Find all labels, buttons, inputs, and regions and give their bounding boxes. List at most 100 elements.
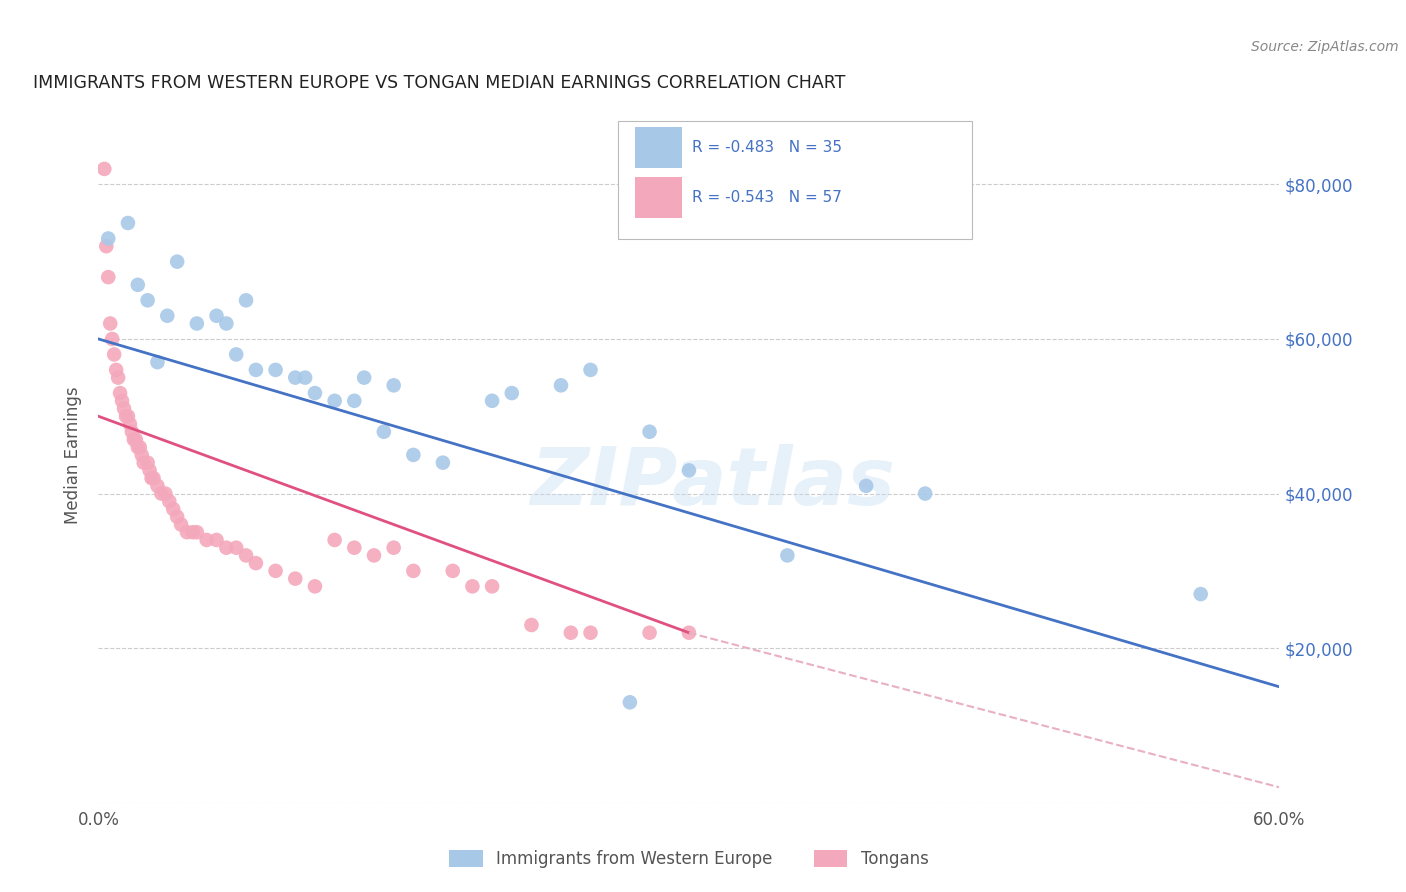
Point [914, 486, 936, 500]
Point [678, 625, 700, 640]
Point [264, 564, 287, 578]
Point [579, 363, 602, 377]
Point [373, 425, 395, 439]
Point [155, 486, 177, 500]
Point [108, 386, 131, 401]
Point [112, 401, 135, 416]
Point [170, 517, 193, 532]
Point [382, 378, 405, 392]
Point [97, 270, 120, 285]
FancyBboxPatch shape [634, 127, 682, 169]
Point [105, 363, 128, 377]
Point [402, 448, 425, 462]
FancyBboxPatch shape [619, 121, 973, 239]
Text: Source: ZipAtlas.com: Source: ZipAtlas.com [1251, 40, 1399, 54]
Point [481, 393, 503, 408]
Point [520, 618, 543, 632]
Point [432, 456, 454, 470]
Point [550, 378, 572, 392]
Point [678, 463, 700, 477]
Point [128, 440, 150, 454]
Point [181, 525, 204, 540]
Point [284, 572, 307, 586]
Point [118, 417, 141, 431]
Point [461, 579, 484, 593]
Point [1189, 587, 1212, 601]
Point [205, 309, 228, 323]
FancyBboxPatch shape [634, 177, 682, 219]
Point [121, 425, 143, 439]
Point [215, 541, 238, 555]
Point [353, 370, 375, 384]
Point [127, 277, 149, 292]
Point [117, 216, 139, 230]
Point [284, 370, 307, 384]
Point [638, 425, 661, 439]
Point [186, 525, 208, 540]
Point [117, 409, 139, 424]
Point [501, 386, 523, 401]
Point [245, 363, 267, 377]
Point [304, 579, 326, 593]
Point [481, 579, 503, 593]
Point [323, 533, 346, 547]
Point [136, 456, 159, 470]
Point [776, 549, 799, 563]
Point [304, 386, 326, 401]
Point [619, 695, 641, 709]
Point [98, 317, 121, 331]
Text: R = -0.543   N = 57: R = -0.543 N = 57 [693, 190, 842, 205]
Point [579, 625, 602, 640]
Point [323, 393, 346, 408]
Point [157, 494, 180, 508]
Point [343, 393, 366, 408]
Point [150, 486, 173, 500]
Point [343, 541, 366, 555]
Text: ZIPatlas: ZIPatlas [530, 443, 896, 522]
Point [101, 332, 124, 346]
Point [855, 479, 877, 493]
Point [235, 549, 257, 563]
Text: R = -0.483   N = 35: R = -0.483 N = 35 [693, 140, 842, 155]
Point [441, 564, 464, 578]
Point [156, 309, 179, 323]
Point [264, 363, 287, 377]
Point [127, 440, 149, 454]
Point [97, 231, 120, 245]
Point [93, 161, 115, 176]
Point [115, 409, 138, 424]
Point [107, 370, 129, 384]
Point [560, 625, 582, 640]
Point [111, 393, 134, 408]
Point [215, 317, 238, 331]
Point [402, 564, 425, 578]
Point [141, 471, 163, 485]
Point [245, 556, 267, 570]
Point [638, 625, 661, 640]
Point [166, 254, 188, 268]
Point [146, 479, 169, 493]
Point [205, 533, 228, 547]
Point [162, 502, 184, 516]
Point [186, 317, 208, 331]
Point [138, 463, 160, 477]
Point [146, 355, 169, 369]
Text: IMMIGRANTS FROM WESTERN EUROPE VS TONGAN MEDIAN EARNINGS CORRELATION CHART: IMMIGRANTS FROM WESTERN EUROPE VS TONGAN… [34, 74, 846, 92]
Point [225, 347, 247, 361]
Y-axis label: Median Earnings: Median Earnings [65, 386, 83, 524]
Point [103, 347, 125, 361]
Point [96, 239, 118, 253]
Point [382, 541, 405, 555]
Point [235, 293, 257, 308]
Point [136, 293, 159, 308]
Point [131, 448, 153, 462]
Point [294, 370, 316, 384]
Point [122, 433, 145, 447]
Point [132, 456, 155, 470]
Point [363, 549, 385, 563]
Point [225, 541, 247, 555]
Point [125, 433, 148, 447]
Legend: Immigrants from Western Europe, Tongans: Immigrants from Western Europe, Tongans [443, 843, 935, 874]
Point [176, 525, 198, 540]
Point [166, 509, 188, 524]
